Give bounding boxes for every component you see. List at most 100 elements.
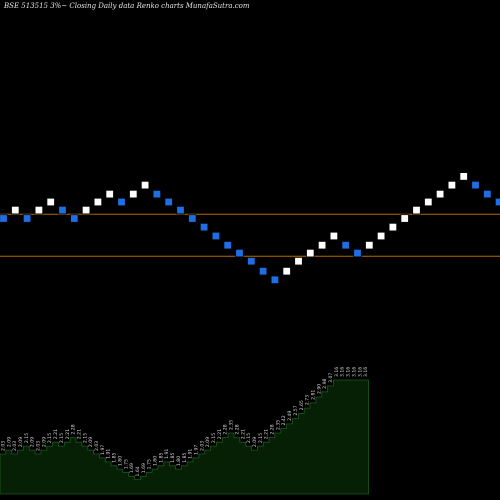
price-data-label: 2.03 — [12, 441, 18, 451]
chart-title: BSE 513515 3%~ Closing Daily data Renko … — [4, 2, 250, 10]
renko-brick-up — [93, 197, 103, 207]
price-data-label: 2.15 — [82, 433, 88, 443]
price-data-label: 1.91 — [188, 449, 194, 459]
price-data-label: 2.09 — [41, 437, 47, 447]
renko-brick-up — [447, 180, 457, 190]
renko-brick-up — [81, 205, 91, 215]
renko-brick-up — [412, 205, 421, 215]
renko-brick-up — [400, 214, 409, 223]
lower-price-panel: 2.03 2.09 2.03 2.09 2.15 2.09 2.03 2.09 2.15 2.21… — [0, 367, 370, 495]
renko-brick-down — [22, 214, 32, 223]
price-data-label: 2.09 — [205, 437, 211, 447]
renko-brick-down — [494, 197, 500, 207]
price-data-label: 2.03 — [0, 441, 6, 451]
price-data-label: 3.16 — [363, 367, 369, 377]
price-data-label: 2.15 — [47, 433, 53, 443]
price-data-label: 2.21 — [264, 429, 270, 439]
price-data-label: 2.42 — [281, 415, 287, 425]
price-data-label: 2.21 — [240, 429, 246, 439]
renko-brick-up — [424, 197, 433, 207]
renko-brick-up — [329, 231, 339, 241]
price-data-label: 1.80 — [153, 456, 159, 466]
renko-brick-down — [152, 189, 162, 199]
renko-brick-down — [353, 248, 362, 258]
price-data-label: 2.28 — [223, 424, 229, 434]
price-data-label: 1.85 — [182, 452, 188, 462]
price-data-label: 2.28 — [270, 424, 276, 434]
renko-brick-down — [58, 205, 67, 215]
renko-brick-up — [129, 189, 138, 199]
price-data-label: 1.69 — [129, 463, 135, 473]
renko-brick-up — [317, 240, 327, 250]
price-data-label: 1.91 — [106, 449, 112, 459]
renko-brick-up — [11, 205, 20, 215]
price-data-label: 2.09 — [18, 437, 24, 447]
price-data-label: 2.73 — [305, 395, 311, 405]
renko-brick-down — [188, 214, 197, 223]
price-data-label: 2.09 — [252, 437, 258, 447]
price-data-label: 1.85 — [158, 452, 164, 462]
price-data-label: 1.85 — [112, 452, 118, 462]
price-data-label: 1.97 — [194, 445, 200, 455]
renko-brick-down — [483, 189, 492, 199]
renko-brick-up — [376, 231, 386, 241]
price-data-label: 3.16 — [340, 367, 346, 377]
price-data-label: 2.21 — [77, 429, 83, 439]
price-data-label: 2.15 — [24, 433, 30, 443]
renko-brick-down — [211, 231, 221, 241]
renko-brick-down — [70, 214, 79, 223]
price-data-label: 2.21 — [65, 429, 71, 439]
price-data-label: 2.21 — [217, 429, 223, 439]
price-data-label: 1.75 — [123, 459, 129, 469]
renko-brick-down — [341, 240, 350, 250]
price-data-label: 2.90 — [316, 384, 322, 394]
price-data-label: 1.97 — [100, 445, 106, 455]
price-data-label: 1.69 — [141, 463, 147, 473]
price-data-label: 2.09 — [6, 437, 12, 447]
price-data-label: 3.16 — [357, 367, 363, 377]
renko-bricks — [0, 172, 500, 284]
price-data-label: 2.57 — [293, 405, 299, 415]
renko-brick-up — [46, 197, 55, 207]
renko-brick-up — [282, 266, 291, 276]
price-data-label: 2.28 — [234, 424, 240, 434]
renko-brick-up — [294, 256, 303, 266]
renko-brick-down — [258, 266, 268, 276]
price-data-label: 2.15 — [258, 433, 264, 443]
price-data-label: 2.15 — [59, 433, 65, 443]
price-data-label: 1.91 — [164, 449, 170, 459]
renko-brick-down — [117, 197, 126, 207]
renko-brick-down — [247, 256, 256, 266]
price-data-label: 2.09 — [30, 437, 36, 447]
price-area — [0, 379, 370, 495]
renko-brick-down — [223, 240, 232, 250]
price-data-label: 2.35 — [229, 420, 235, 430]
price-data-label: 3.07 — [328, 373, 334, 383]
price-data-label: 2.15 — [211, 433, 217, 443]
price-data-label: 3.16 — [346, 367, 352, 377]
renko-brick-down — [235, 248, 244, 258]
renko-brick-up — [140, 180, 150, 190]
renko-brick-up — [459, 172, 468, 181]
renko-brick-up — [365, 240, 374, 250]
price-data-label: 2.21 — [53, 429, 59, 439]
price-data-label: 2.81 — [311, 390, 317, 400]
price-data-label: 1.80 — [176, 456, 182, 466]
price-data-label: 2.35 — [275, 420, 281, 430]
price-data-label: 1.80 — [117, 456, 123, 466]
renko-brick-up — [388, 222, 398, 232]
price-data-label: 3.16 — [334, 367, 340, 377]
price-data-label: 1.64 — [135, 466, 141, 476]
renko-brick-down — [471, 180, 480, 190]
price-data-label: 2.03 — [36, 441, 42, 451]
renko-brick-down — [164, 197, 173, 207]
renko-brick-up — [105, 189, 114, 199]
price-data-label: 1.75 — [147, 459, 153, 469]
renko-brick-down — [0, 214, 8, 223]
renko-brick-up — [34, 205, 44, 215]
price-data-label: 2.03 — [199, 441, 205, 451]
renko-brick-down — [270, 275, 280, 284]
price-data-label: 2.98 — [322, 378, 328, 388]
